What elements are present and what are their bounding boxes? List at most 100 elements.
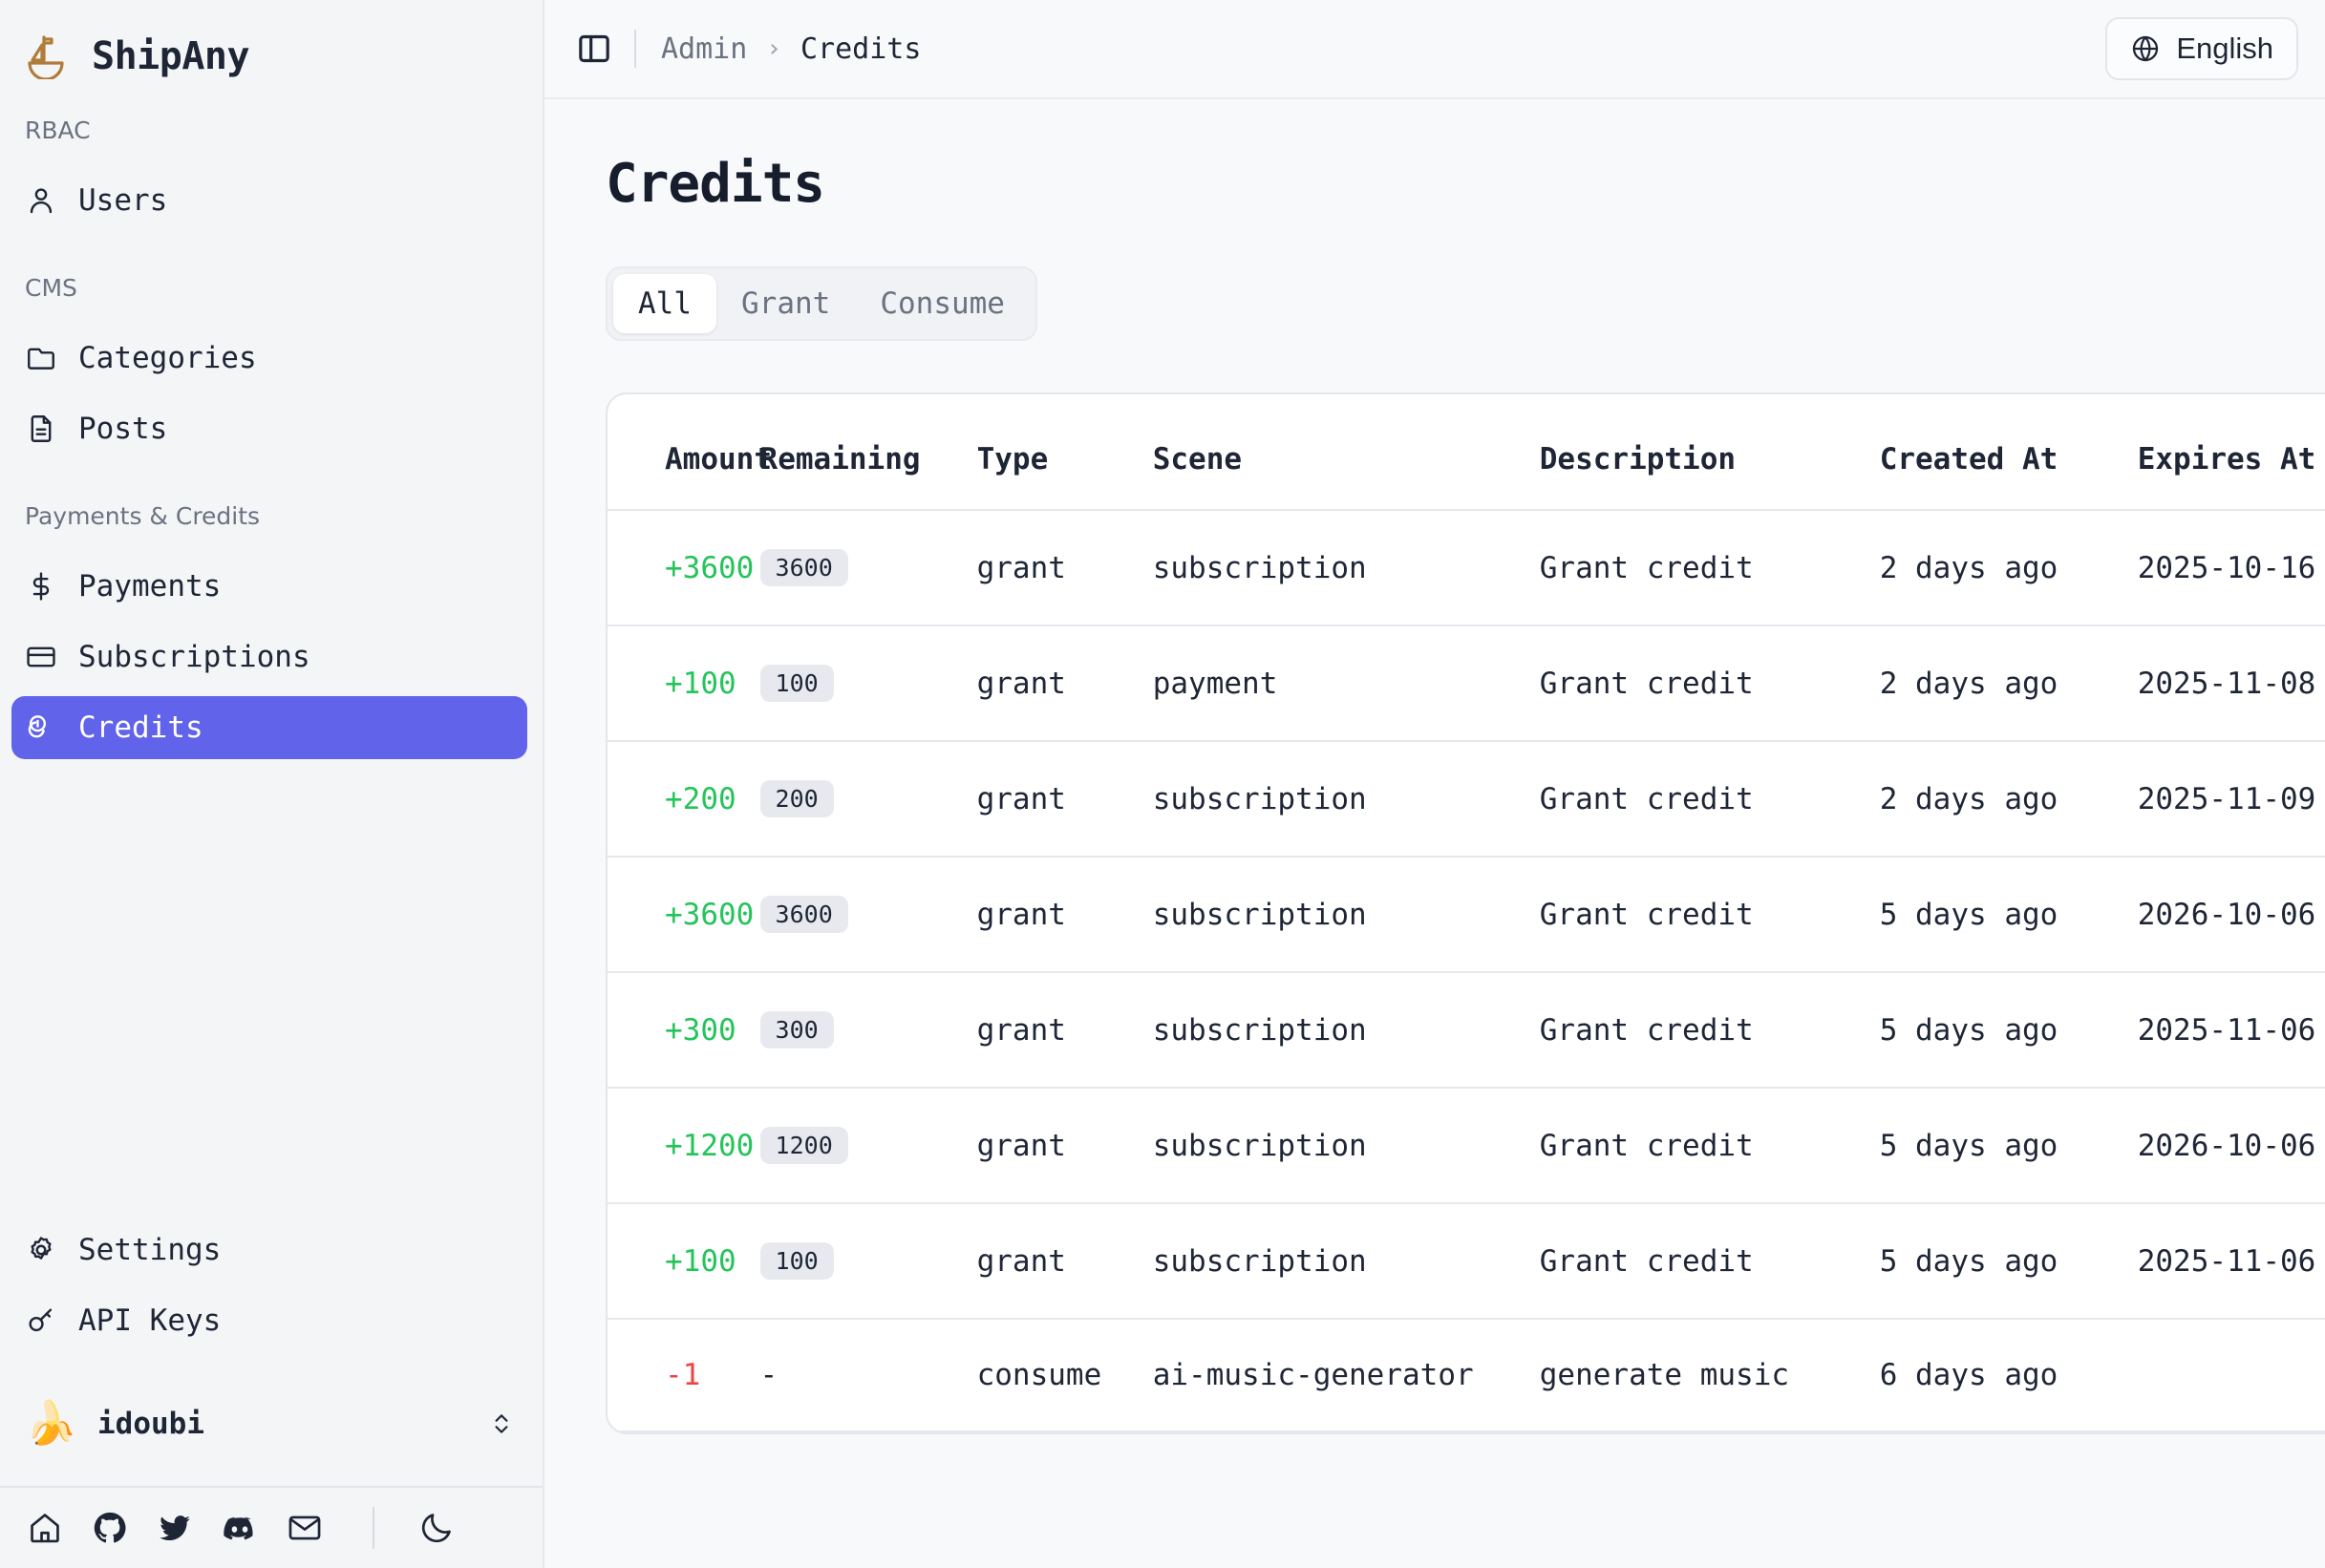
moon-icon[interactable] (418, 1510, 455, 1546)
tab-grant[interactable]: Grant (741, 286, 831, 321)
cell-remaining: 300 (759, 972, 977, 1089)
column-header-created-at: Created At (1879, 394, 2138, 511)
cell-scene: subscription (1152, 972, 1540, 1089)
remaining-badge: 3600 (759, 896, 848, 933)
cell-remaining: - (759, 1319, 977, 1432)
sidebar-item-label: Credits (78, 710, 203, 745)
amount-value: +3600 (665, 897, 755, 932)
page-title: Credits (606, 153, 825, 215)
table-row[interactable]: +200 200 grant subscription Grant credit 2 da… (608, 741, 2325, 858)
table-row[interactable]: +3600 3600 grant subscription Grant credit 5 … (608, 857, 2325, 973)
sailboat-icon (28, 35, 64, 79)
sidebar-item-api-keys[interactable]: API Keys (11, 1289, 527, 1352)
breadcrumb: Admin › Credits (661, 32, 921, 66)
breadcrumb-parent[interactable]: Admin (661, 32, 748, 66)
remaining-badge: 200 (759, 780, 834, 817)
cell-scene: subscription (1152, 1088, 1540, 1204)
nav-group-label-rbac: RBAC (25, 117, 91, 144)
chevron-right-icon: › (766, 34, 781, 63)
cell-created-at: 5 days ago (1879, 857, 2138, 973)
amount-value: +300 (665, 1012, 736, 1048)
cell-description: Grant credit (1539, 857, 1880, 973)
sidebar-item-subscriptions[interactable]: Subscriptions (11, 625, 527, 689)
cell-description: Grant credit (1539, 1088, 1880, 1204)
sidebar-bottom-nav: Settings API Keys 🍌 idoubi (0, 1218, 543, 1486)
cell-description: Grant credit (1539, 972, 1880, 1089)
amount-value: -1 (665, 1358, 701, 1392)
column-header-expires-at: Expires At (2137, 394, 2325, 511)
coins-icon (28, 715, 47, 738)
cell-description: Grant credit (1539, 1203, 1880, 1320)
language-switcher-button[interactable]: English (2105, 17, 2298, 80)
amount-value: +3600 (665, 550, 755, 585)
cell-created-at: 6 days ago (1879, 1319, 2138, 1432)
cell-scene: subscription (1152, 510, 1540, 626)
column-header-amount: Amount (608, 394, 772, 511)
cell-type: grant (976, 510, 1153, 626)
cell-amount: +200 (608, 741, 760, 858)
cell-type: grant (976, 1203, 1153, 1320)
cell-expires-at: 2025-11-06 16:57:43 (2137, 972, 2325, 1089)
cell-expires-at: 2026-10-06 15:53:34 (2137, 1088, 2325, 1204)
cell-expires-at: 2026-10-06 17:02:16 (2137, 857, 2325, 973)
column-header-description: Description (1539, 394, 1880, 511)
cell-created-at: 5 days ago (1879, 972, 2138, 1089)
table-row[interactable]: +100 100 grant subscription Grant credit 5 da… (608, 1203, 2325, 1320)
home-icon[interactable] (27, 1510, 63, 1546)
table-body: +3600 3600 grant subscription Grant credit 2 … (608, 510, 2325, 1432)
cell-type: grant (976, 972, 1153, 1089)
user-name: idoubi (97, 1407, 204, 1441)
cell-remaining: 200 (759, 741, 977, 858)
sidebar-item-credits[interactable]: Credits (11, 696, 527, 759)
github-icon[interactable] (92, 1510, 128, 1546)
cell-created-at: 2 days ago (1879, 625, 2138, 742)
table-row[interactable]: +3600 3600 grant subscription Grant credit 2 … (608, 510, 2325, 626)
cell-type: consume (976, 1319, 1153, 1432)
cell-scene: ai-music-generator (1152, 1319, 1540, 1432)
amount-value: +100 (665, 666, 736, 701)
table-row[interactable]: +1200 1200 grant subscription Grant credit 5 … (608, 1088, 2325, 1204)
column-header-remaining: Remaining (759, 394, 977, 511)
nav-group-label-payments-credits: Payments & Credits (25, 502, 261, 530)
cell-description: Grant credit (1539, 741, 1880, 858)
sidebar-item-payments[interactable]: Payments (11, 555, 527, 618)
user-icon (30, 188, 53, 214)
table-row[interactable]: -1 - consume ai-music-generator generate mus… (608, 1319, 2325, 1432)
filter-tabs: All Grant Consume (606, 266, 1037, 341)
sidebar-item-label: Settings (78, 1233, 222, 1267)
cell-amount: +1200 (608, 1088, 760, 1204)
breadcrumb-current: Credits (800, 32, 922, 66)
twitter-icon[interactable] (157, 1510, 193, 1546)
sidebar-item-users[interactable]: Users (11, 169, 527, 232)
social-bar (0, 1486, 543, 1568)
sidebar-toggle-icon[interactable] (575, 30, 613, 68)
tab-consume[interactable]: Consume (880, 286, 1005, 321)
table-row[interactable]: +100 100 grant payment Grant credit 2 days ag… (608, 625, 2325, 742)
tab-all[interactable]: All (613, 274, 716, 333)
divider (373, 1507, 374, 1549)
cell-description: Grant credit (1539, 625, 1880, 742)
amount-value: +200 (665, 781, 736, 816)
brand[interactable]: ShipAny (0, 0, 543, 88)
cell-description: Grant credit (1539, 510, 1880, 626)
cell-amount: +3600 (608, 510, 760, 626)
discord-icon[interactable] (222, 1510, 258, 1546)
globe-icon (2133, 35, 2159, 62)
cell-created-at: 2 days ago (1879, 510, 2138, 626)
sidebar-nav: RBAC Users CMS Categories (0, 88, 543, 1218)
sidebar-item-categories[interactable]: Categories (11, 327, 527, 390)
gear-icon (31, 1237, 52, 1260)
sidebar-item-settings[interactable]: Settings (11, 1218, 527, 1282)
folder-icon (28, 348, 54, 370)
sidebar-item-label: API Keys (78, 1303, 222, 1338)
sidebar-item-posts[interactable]: Posts (11, 397, 527, 460)
nav-group-rbac: RBAC Users (0, 117, 543, 232)
mail-icon[interactable] (287, 1510, 323, 1546)
cell-scene: payment (1152, 625, 1540, 742)
user-switcher[interactable]: 🍌 idoubi (11, 1390, 527, 1457)
cell-expires-at: 2025-11-09 16:38:18 (2137, 741, 2325, 858)
sidebar-item-label: Users (78, 183, 168, 218)
credits-table: Amount Remaining Type Scene Description … (608, 394, 2325, 1432)
remaining-empty: - (759, 1358, 779, 1392)
table-row[interactable]: +300 300 grant subscription Grant credit 5 da… (608, 972, 2325, 1089)
